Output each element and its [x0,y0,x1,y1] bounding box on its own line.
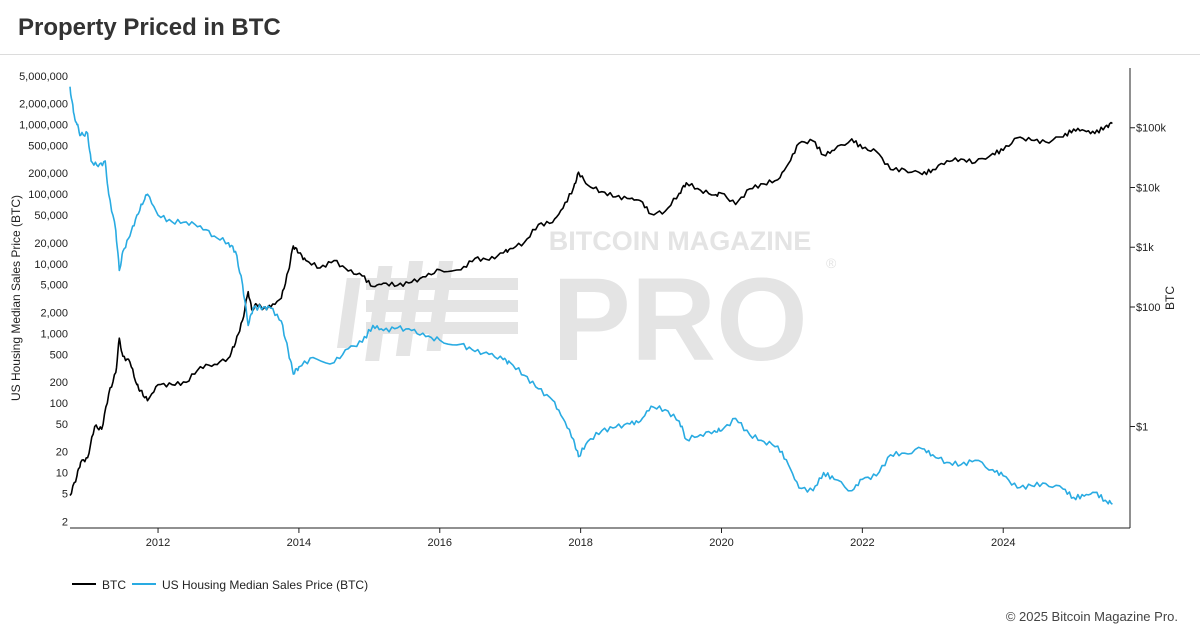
left-tick-label: 50 [56,419,68,431]
left-tick-label: 100,000 [28,189,68,201]
page-title: Property Priced in BTC [18,14,281,41]
right-tick-label: $100 [1136,302,1160,314]
left-tick-label: 50,000 [34,210,68,222]
left-tick-label: 2,000 [40,307,68,319]
left-tick-label: 200 [50,377,68,389]
right-tick-label: $1 [1136,421,1148,433]
legend: BTC US Housing Median Sales Price (BTC) [72,578,368,592]
right-tick-label: $100k [1136,123,1166,135]
left-tick-label: 1,000 [40,328,68,340]
left-tick-label: 100 [50,398,68,410]
right-tick-label: $1k [1136,242,1154,254]
series-housing-line [69,86,1113,505]
left-axis-label: US Housing Median Sales Price (BTC) [9,195,23,401]
x-tick-label: 2022 [850,537,874,549]
header: Property Priced in BTC [0,0,1200,55]
right-axis-label: BTC [1163,286,1177,310]
left-tick-label: 20 [56,447,68,459]
chart-area: BITCOIN MAGAZINE PRO ® 2012 2014 2016 2018 2… [0,56,1200,630]
watermark-main-text: PRO [552,254,808,386]
x-tick-label: 2024 [991,537,1015,549]
chart-svg: BITCOIN MAGAZINE PRO ® 2012 2014 2016 2018 2… [9,68,1177,592]
axes: 2012 2014 2016 2018 2020 2022 2024 2 5 10 20 50 100 2… [9,68,1177,549]
left-tick-label: 5,000 [40,280,68,292]
legend-label-housing: US Housing Median Sales Price (BTC) [162,578,368,592]
left-tick-label: 200,000 [28,168,68,180]
left-tick-label: 5 [62,489,68,501]
left-tick-label: 500,000 [28,141,68,153]
x-tick-label: 2016 [428,537,452,549]
left-tick-label: 10 [56,468,68,480]
legend-label-btc: BTC [102,578,126,592]
left-tick-label: 2,000,000 [19,99,68,111]
left-tick-label: 20,000 [34,238,68,250]
watermark-registered-mark: ® [826,255,837,271]
x-tick-label: 2014 [287,537,311,549]
copyright-text: © 2025 Bitcoin Magazine Pro. [1005,609,1178,624]
watermark: BITCOIN MAGAZINE PRO ® [336,226,837,386]
right-tick-label: $10k [1136,182,1160,194]
left-tick-label: 10,000 [34,259,68,271]
watermark-top-text: BITCOIN MAGAZINE [549,226,812,256]
x-tick-label: 2018 [568,537,592,549]
series-btc-line [69,121,1113,496]
series-layer [69,86,1113,505]
x-tick-label: 2012 [146,537,170,549]
left-tick-label: 500 [50,349,68,361]
left-tick-label: 5,000,000 [19,71,68,83]
left-tick-label: 1,000,000 [19,120,68,132]
x-tick-label: 2020 [709,537,733,549]
left-tick-label: 2 [62,516,68,528]
